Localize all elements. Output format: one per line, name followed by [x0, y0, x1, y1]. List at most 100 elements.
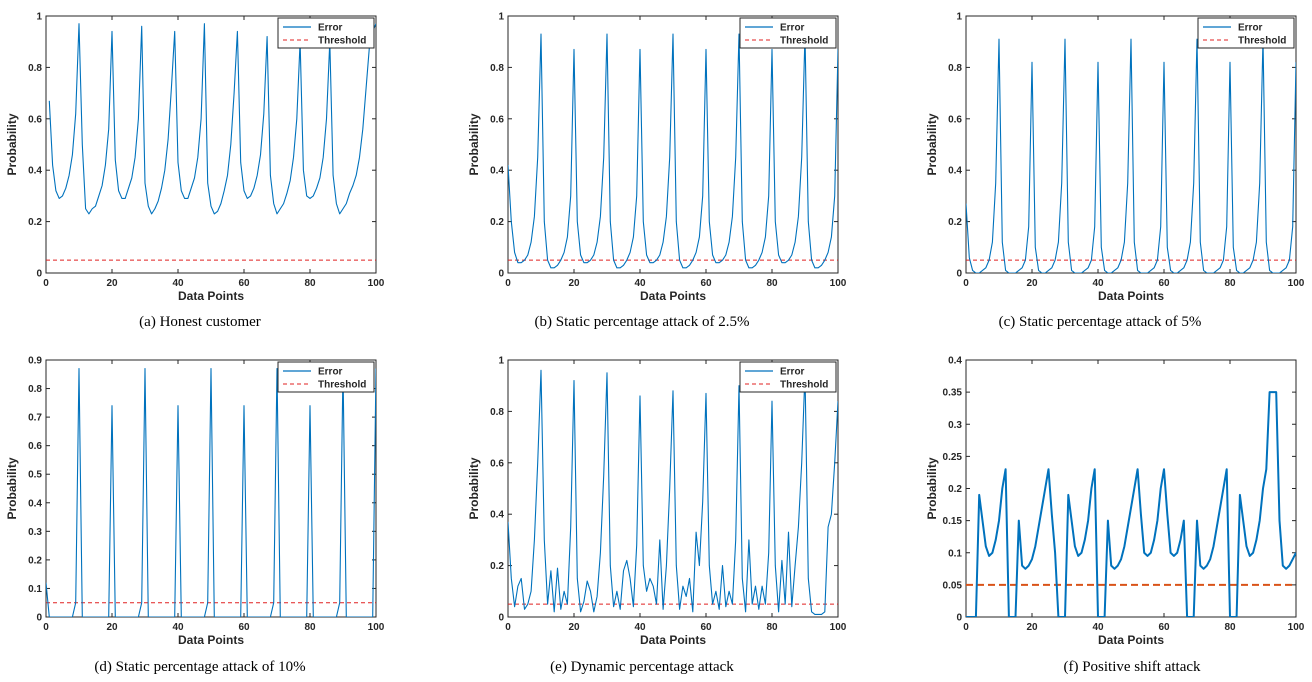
y-tick-label: 1 — [36, 12, 42, 23]
x-tick-label: 20 — [1026, 278, 1038, 289]
chart-panel-c: 0 20 40 60 80 100 0 0.2 0.4 0.6 0.8 1 Data Points Pro… — [925, 12, 1305, 331]
y-tick-label: 0.35 — [943, 388, 963, 399]
legend-label-threshold: Threshold — [780, 36, 828, 47]
y-tick-label: 0.8 — [948, 63, 962, 74]
x-axis-label: Data Points — [1098, 289, 1164, 303]
y-tick-label: 0.25 — [943, 452, 963, 463]
x-tick-label: 60 — [1158, 278, 1170, 289]
x-tick-label: 80 — [1224, 278, 1236, 289]
x-tick-label: 60 — [700, 278, 712, 289]
plot-area — [965, 359, 1297, 618]
y-tick-label: 0 — [36, 269, 42, 280]
panel-caption: (a) Honest customer — [139, 314, 261, 330]
panel-caption: (d) Static percentage attack of 10% — [94, 659, 305, 675]
x-tick-label: 100 — [1288, 278, 1305, 289]
x-tick-label: 100 — [830, 278, 847, 289]
y-tick-label: 0.1 — [28, 584, 42, 595]
y-tick-label: 0.3 — [28, 527, 42, 538]
x-tick-label: 60 — [238, 622, 250, 633]
x-tick-label: 40 — [634, 622, 646, 633]
y-tick-label: 0.6 — [948, 114, 962, 125]
x-tick-label: 20 — [568, 278, 580, 289]
x-tick-label: 0 — [505, 278, 511, 289]
legend-box — [1197, 17, 1295, 49]
x-tick-label: 80 — [766, 622, 778, 633]
y-tick-label: 0.2 — [28, 555, 42, 566]
x-tick-label: 60 — [238, 278, 250, 289]
legend: Error Threshold — [277, 17, 375, 49]
y-tick-label: 0.4 — [490, 166, 504, 177]
y-tick-label: 0 — [36, 613, 42, 624]
y-tick-label: 0.5 — [28, 470, 42, 481]
y-tick-label: 0.15 — [943, 516, 963, 527]
series-line-error — [46, 368, 376, 617]
y-tick-label: 0 — [498, 613, 504, 624]
y-tick-label: 0.8 — [28, 63, 42, 74]
y-tick-label: 0 — [956, 269, 962, 280]
x-tick-label: 0 — [43, 622, 49, 633]
y-tick-label: 0.6 — [28, 114, 42, 125]
legend-box — [277, 17, 375, 49]
series-line-error — [508, 33, 838, 269]
y-tick-label: 0.2 — [490, 217, 504, 228]
y-tick-label: 0.9 — [28, 356, 42, 367]
legend: Error Threshold — [739, 361, 837, 393]
panel-caption: (e) Dynamic percentage attack — [550, 659, 734, 675]
x-axis-label: Data Points — [640, 289, 706, 303]
x-tick-label: 80 — [304, 278, 316, 289]
x-tick-label: 100 — [368, 622, 385, 633]
legend: Error Threshold — [277, 361, 375, 393]
y-tick-label: 0.3 — [948, 420, 962, 431]
y-tick-label: 0.4 — [490, 510, 504, 521]
x-tick-label: 40 — [172, 622, 184, 633]
x-axis-label: Data Points — [178, 289, 244, 303]
y-tick-label: 0.7 — [28, 413, 42, 424]
x-tick-label: 60 — [700, 622, 712, 633]
y-tick-label: 0.6 — [28, 441, 42, 452]
chart-panel-a: 0 20 40 60 80 100 0 0.2 0.4 0.6 0.8 1 Data Points Pro… — [5, 12, 385, 331]
legend-label-threshold: Threshold — [780, 380, 828, 391]
series-line-error — [966, 391, 1296, 617]
y-tick-label: 0.4 — [28, 166, 42, 177]
x-tick-label: 40 — [634, 278, 646, 289]
y-tick-label: 0.8 — [490, 63, 504, 74]
legend-box — [739, 361, 837, 393]
x-tick-label: 100 — [1288, 622, 1305, 633]
x-tick-label: 40 — [1092, 278, 1104, 289]
x-tick-label: 20 — [106, 278, 118, 289]
legend-box — [277, 361, 375, 393]
y-tick-label: 0.2 — [490, 561, 504, 572]
panel-caption: (b) Static percentage attack of 2.5% — [535, 314, 750, 330]
y-tick-label: 0 — [956, 613, 962, 624]
y-axis-label: Probability — [467, 113, 481, 175]
legend: Error Threshold — [739, 17, 837, 49]
legend-label-threshold: Threshold — [1238, 36, 1286, 47]
x-tick-label: 80 — [304, 622, 316, 633]
x-tick-label: 40 — [172, 278, 184, 289]
y-axis-label: Probability — [467, 457, 481, 519]
series-line-error — [966, 38, 1296, 273]
legend-label-error: Error — [318, 23, 343, 34]
x-tick-label: 20 — [568, 622, 580, 633]
y-tick-label: 0.4 — [948, 166, 962, 177]
x-tick-label: 0 — [43, 278, 49, 289]
x-tick-label: 40 — [1092, 622, 1104, 633]
x-tick-label: 80 — [766, 278, 778, 289]
series-line-error — [48, 23, 376, 215]
legend-label-error: Error — [318, 367, 343, 378]
y-tick-label: 0.1 — [948, 548, 962, 559]
x-tick-label: 100 — [368, 278, 385, 289]
y-axis-label: Probability — [925, 113, 939, 175]
y-tick-label: 0.8 — [28, 384, 42, 395]
legend-box — [739, 17, 837, 49]
legend-label-threshold: Threshold — [318, 380, 366, 391]
y-tick-label: 0.2 — [28, 217, 42, 228]
x-axis-label: Data Points — [1098, 633, 1164, 647]
x-tick-label: 0 — [963, 278, 969, 289]
x-tick-label: 20 — [1026, 622, 1038, 633]
chart-panel-e: 0 20 40 60 80 100 0 0.2 0.4 0.6 0.8 1 Data Points Pro… — [467, 356, 847, 676]
plot-area — [45, 15, 377, 274]
x-tick-label: 0 — [505, 622, 511, 633]
x-tick-label: 80 — [1224, 622, 1236, 633]
series-line-error — [508, 369, 838, 615]
